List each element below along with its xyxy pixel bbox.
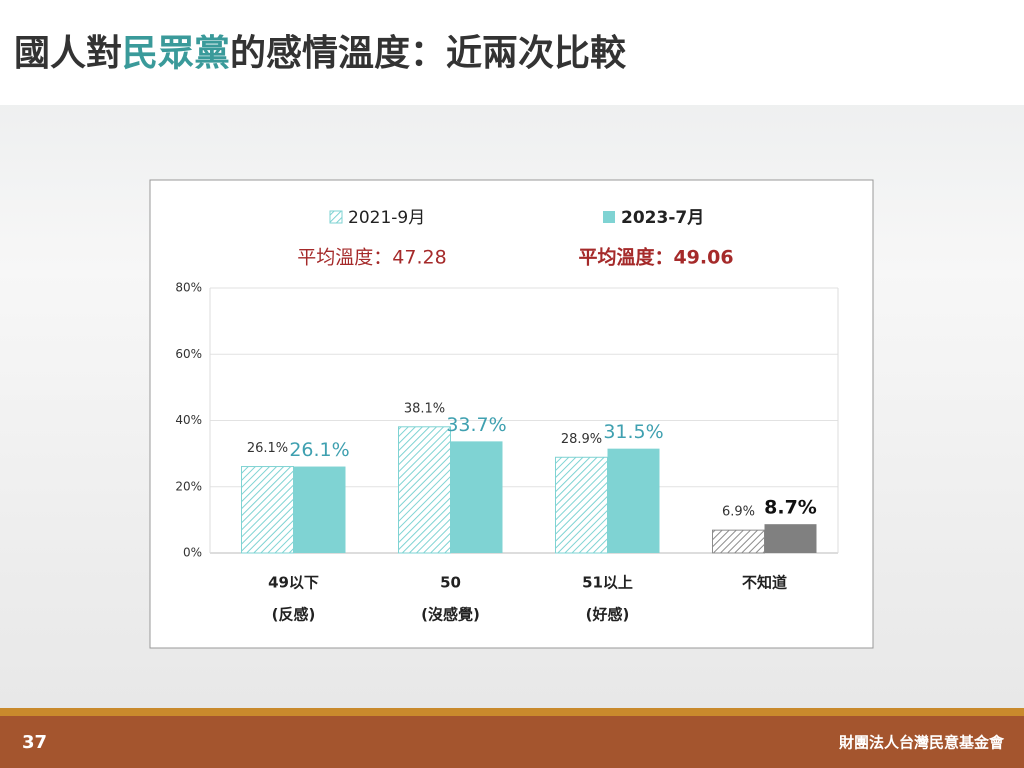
- x-tick-note: (沒感覺): [421, 606, 480, 624]
- x-tick-label: 不知道: [742, 574, 787, 592]
- legend-label: 2023-7月: [621, 208, 704, 228]
- y-tick-label: 20%: [175, 479, 202, 493]
- footer-bar: [0, 716, 1024, 768]
- title-part: 國人對: [14, 33, 122, 74]
- bar: [293, 466, 346, 553]
- title-part: 的感情溫度：近兩次比較: [230, 33, 627, 74]
- y-tick-label: 80%: [175, 281, 202, 295]
- x-tick-label: 49以下: [268, 574, 319, 592]
- y-tick-label: 0%: [183, 546, 202, 560]
- bar: [450, 441, 503, 553]
- y-tick-label: 40%: [175, 413, 202, 427]
- slide-title: 國人對民眾黨的感情溫度：近兩次比較: [14, 33, 627, 74]
- footer-stripe: [0, 708, 1024, 716]
- bar: [398, 426, 451, 554]
- x-tick-label: 51以上: [582, 574, 633, 592]
- bar: [555, 456, 608, 554]
- legend-swatch: [603, 211, 615, 223]
- organization: 財團法人台灣民意基金會: [838, 734, 1005, 752]
- chart-frame: [149, 179, 874, 649]
- page-number: 37: [22, 732, 47, 753]
- bar: [764, 524, 817, 553]
- value-label: 31.5%: [603, 421, 663, 443]
- title-part: 民眾黨: [122, 33, 230, 74]
- x-tick-note: (反感): [272, 606, 316, 624]
- legend-label: 2021-9月: [348, 208, 425, 228]
- legend-swatch: [329, 210, 343, 224]
- value-label: 26.1%: [289, 439, 349, 461]
- average-label: 平均溫度：47.28: [297, 247, 446, 269]
- value-label: 6.9%: [722, 505, 755, 520]
- title-band: [0, 0, 1024, 105]
- y-tick-label: 60%: [175, 347, 202, 361]
- x-tick-label: 50: [440, 574, 461, 592]
- value-label: 26.1%: [247, 441, 288, 456]
- value-label: 33.7%: [446, 414, 506, 436]
- x-tick-note: (好感): [586, 606, 630, 624]
- average-label: 平均溫度：49.06: [578, 246, 733, 269]
- value-label: 8.7%: [764, 497, 817, 519]
- bar: [712, 529, 765, 554]
- value-label: 28.9%: [561, 432, 602, 447]
- bar: [241, 466, 294, 554]
- bar: [607, 448, 660, 553]
- value-label: 38.1%: [404, 401, 445, 416]
